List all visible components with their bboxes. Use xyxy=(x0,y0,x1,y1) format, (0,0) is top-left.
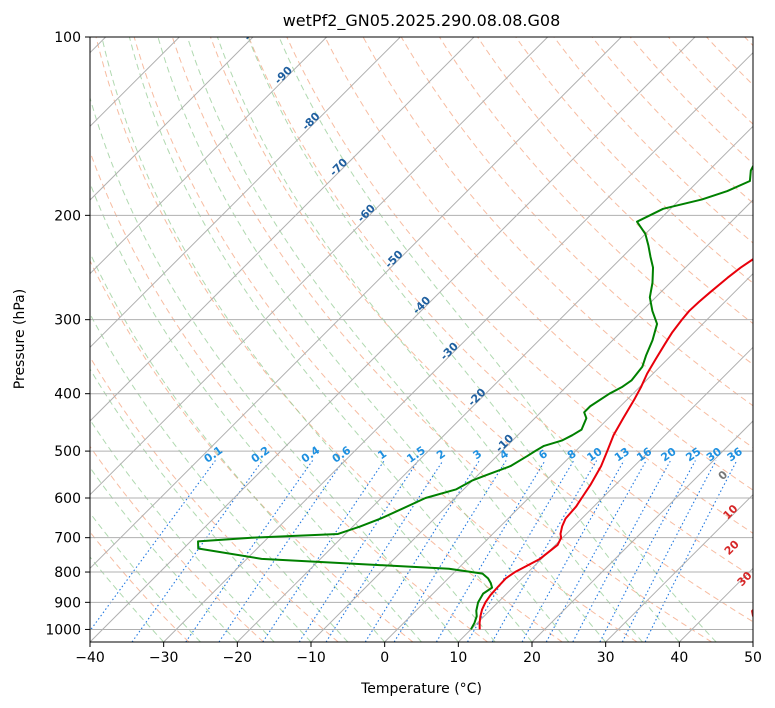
dry-adiabat xyxy=(171,37,712,642)
isotherm-line xyxy=(90,37,328,275)
isotherm-line xyxy=(384,272,753,642)
mixing-ratio-line xyxy=(521,460,625,642)
y-tick-label: 200 xyxy=(54,208,81,224)
mixing-ratio-line xyxy=(298,460,419,642)
isotherm-line xyxy=(236,125,753,642)
temperature-profile xyxy=(478,258,753,630)
x-tick-label: 0 xyxy=(380,650,389,666)
moist-adiabat xyxy=(247,37,680,642)
dry-adiabat xyxy=(95,37,563,642)
moist-adiabat xyxy=(186,37,607,642)
moist-adiabats xyxy=(90,37,717,642)
isotherm-line xyxy=(90,37,254,201)
moist-adiabat xyxy=(157,37,570,642)
y-tick-label: 500 xyxy=(54,444,81,460)
isotherm-line xyxy=(531,420,753,642)
y-tick-label: 300 xyxy=(54,313,81,329)
dry-adiabat xyxy=(515,37,753,284)
dry-adiabat xyxy=(90,445,264,642)
x-tick-label: 50 xyxy=(744,650,762,666)
dry-adiabat xyxy=(90,259,414,642)
isotherm-line xyxy=(90,37,622,570)
moist-adiabat xyxy=(90,96,459,642)
dewpoint-profile xyxy=(197,164,753,630)
chart-title: wetPf2_GN05.2025.290.08.08.G08 xyxy=(283,11,561,31)
x-tick-label: −10 xyxy=(296,650,326,666)
dry-adiabat xyxy=(629,37,753,165)
isotherm-line xyxy=(310,199,753,642)
dry-adiabats xyxy=(90,37,753,642)
mixing-ratio-line xyxy=(644,460,738,642)
mixing-ratio-line xyxy=(491,460,598,642)
dry-adiabat xyxy=(400,37,753,407)
y-axis-label: Pressure (hPa) xyxy=(12,289,28,389)
x-tick-label: 20 xyxy=(523,650,541,666)
mixing-ratio-line xyxy=(262,460,385,642)
isotherm-line xyxy=(163,51,753,642)
mixing-ratio-line xyxy=(185,460,314,642)
mixing-ratio-line xyxy=(467,460,575,642)
moist-adiabat-label: 40 xyxy=(747,601,767,621)
x-tick-label: −20 xyxy=(223,650,253,666)
plot-frame xyxy=(89,36,754,643)
moist-adiabat xyxy=(90,466,238,642)
isotherm-line xyxy=(90,37,401,349)
x-axis: −40 −30 −20 −10 0 10 20 30 40 50 xyxy=(75,642,762,666)
dry-adiabat xyxy=(210,37,753,623)
mixing-ratio-line xyxy=(218,460,344,642)
y-tick-label: 800 xyxy=(54,565,81,581)
isotherm-line xyxy=(90,37,696,642)
x-tick-label: −30 xyxy=(149,650,179,666)
dry-adiabat xyxy=(477,37,753,325)
x-tick-label: 40 xyxy=(670,650,688,666)
y-tick-label: 400 xyxy=(54,387,81,403)
moist-adiabat xyxy=(90,181,422,642)
isotherm-line xyxy=(605,493,753,642)
isotherm-line xyxy=(90,37,549,496)
plot-area: 0.10.20.40.611.52346810131620253036-100-… xyxy=(90,37,767,642)
isotherm-line xyxy=(90,37,475,422)
moist-adiabat xyxy=(128,37,533,642)
x-tick-label: 30 xyxy=(597,650,615,666)
mixing-ratio-line xyxy=(131,460,263,642)
dry-adiabat xyxy=(133,37,638,642)
y-axis: 100 200 300 400 500 600 700 800 900 1000 xyxy=(45,30,90,638)
x-tick-label: −40 xyxy=(75,650,105,666)
mixing-ratio-lines xyxy=(90,460,738,642)
moist-adiabat xyxy=(216,37,643,642)
x-tick-label: 10 xyxy=(449,650,467,666)
y-tick-label: 700 xyxy=(54,531,81,547)
y-tick-label: 1000 xyxy=(45,622,81,638)
dry-adiabat xyxy=(248,37,753,578)
grid xyxy=(90,37,753,642)
x-axis-label: Temperature (°C) xyxy=(360,681,482,697)
mixing-ratio-line xyxy=(90,460,216,632)
mixing-ratio-line xyxy=(393,460,507,642)
dry-adiabat xyxy=(324,37,753,491)
profiles xyxy=(197,164,753,630)
dry-adiabat xyxy=(591,37,753,204)
mixing-ratio-line xyxy=(435,460,546,642)
y-tick-label: 100 xyxy=(54,30,81,46)
moist-adiabat xyxy=(278,37,717,642)
mixing-ratio-line xyxy=(545,460,647,642)
moist-adiabat xyxy=(101,37,496,642)
y-tick-label: 600 xyxy=(54,491,81,507)
y-tick-label: 900 xyxy=(54,595,81,611)
